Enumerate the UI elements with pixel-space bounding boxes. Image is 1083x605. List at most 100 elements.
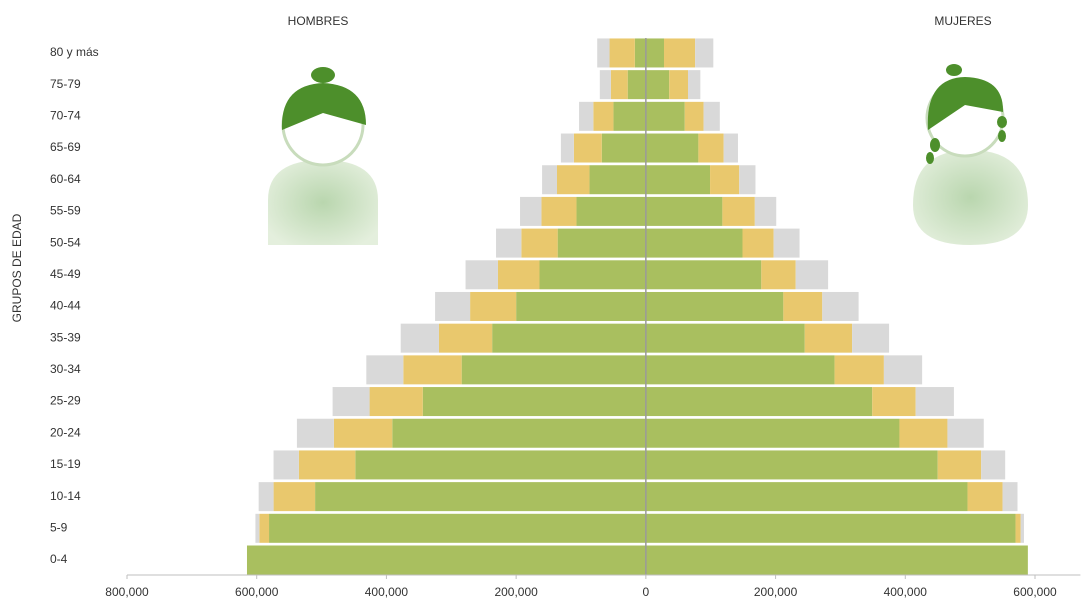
bar xyxy=(422,387,646,417)
bar xyxy=(557,165,590,195)
bar xyxy=(937,450,982,480)
bar xyxy=(872,387,916,417)
bar xyxy=(645,387,873,417)
bar xyxy=(599,70,611,100)
bar xyxy=(754,196,777,226)
bar xyxy=(645,196,723,226)
bar xyxy=(521,228,558,258)
woman-icon xyxy=(913,64,1028,245)
bar xyxy=(703,101,720,131)
bar xyxy=(1002,482,1018,512)
bar xyxy=(723,133,738,163)
bar xyxy=(645,228,743,258)
y-tick-label: 5-9 xyxy=(50,520,68,534)
y-tick-label: 50-54 xyxy=(50,235,81,249)
y-tick-label: 25-29 xyxy=(50,394,81,408)
bar xyxy=(496,228,522,258)
bar xyxy=(369,387,423,417)
bar xyxy=(601,133,646,163)
x-tick-label: 400,000 xyxy=(884,585,928,599)
bar xyxy=(773,228,800,258)
bar xyxy=(947,418,984,448)
bar xyxy=(520,196,542,226)
bar xyxy=(822,291,859,321)
x-tick-label: 600,000 xyxy=(235,585,279,599)
y-tick-label: 80 y más xyxy=(50,45,99,59)
bar xyxy=(613,101,646,131)
bar xyxy=(883,355,923,385)
x-tick-label: 0 xyxy=(643,585,650,599)
bar xyxy=(664,38,696,68)
y-tick-label: 45-49 xyxy=(50,267,81,281)
bar xyxy=(645,70,670,100)
bar xyxy=(400,323,439,353)
bar xyxy=(834,355,884,385)
bar xyxy=(722,196,755,226)
bar xyxy=(296,418,334,448)
bar xyxy=(669,70,689,100)
bar xyxy=(355,450,646,480)
bar xyxy=(645,165,711,195)
bar xyxy=(742,228,774,258)
bar xyxy=(645,482,968,512)
y-tick-label: 60-64 xyxy=(50,172,81,186)
bar xyxy=(899,418,948,448)
x-tick-label: 400,000 xyxy=(365,585,409,599)
bar xyxy=(597,38,610,68)
man-icon xyxy=(268,67,378,245)
y-tick-label: 65-69 xyxy=(50,140,81,154)
x-tick-label: 800,000 xyxy=(105,585,149,599)
y-tick-label: 10-14 xyxy=(50,489,81,503)
bar xyxy=(684,101,704,131)
bar xyxy=(645,133,699,163)
bar xyxy=(695,38,714,68)
bar xyxy=(645,418,900,448)
bar xyxy=(645,291,784,321)
bar xyxy=(539,260,646,290)
bar xyxy=(541,196,577,226)
bar xyxy=(1015,513,1021,543)
bar xyxy=(298,450,356,480)
bar xyxy=(981,450,1006,480)
bar xyxy=(645,355,835,385)
bar xyxy=(560,133,574,163)
y-tick-label: 75-79 xyxy=(50,77,81,91)
y-tick-label: 70-74 xyxy=(50,109,81,123)
bar xyxy=(645,260,762,290)
bar xyxy=(403,355,462,385)
y-tick-label: 0-4 xyxy=(50,552,68,566)
annotation: MUJERES xyxy=(934,14,991,28)
bar xyxy=(645,450,938,480)
bar xyxy=(795,260,829,290)
bar xyxy=(461,355,646,385)
bar xyxy=(557,228,646,258)
y-tick-label: 15-19 xyxy=(50,457,81,471)
y-axis-label: GRUPOS DE EDAD xyxy=(10,213,24,322)
bar xyxy=(610,70,628,100)
bar xyxy=(915,387,954,417)
bar xyxy=(804,323,853,353)
bar xyxy=(392,418,646,448)
bar xyxy=(761,260,796,290)
bar xyxy=(645,323,805,353)
bar xyxy=(366,355,404,385)
bar xyxy=(576,196,646,226)
bar xyxy=(593,101,614,131)
x-tick-label: 200,000 xyxy=(494,585,538,599)
bar xyxy=(645,38,665,68)
bar xyxy=(497,260,540,290)
bar xyxy=(589,165,646,195)
bar xyxy=(710,165,740,195)
bar xyxy=(1020,513,1024,543)
bar xyxy=(967,482,1003,512)
bar xyxy=(273,450,299,480)
bars xyxy=(246,38,1028,575)
bar xyxy=(852,323,890,353)
bar xyxy=(627,70,646,100)
bar xyxy=(783,291,823,321)
bar xyxy=(542,165,558,195)
bar xyxy=(492,323,646,353)
x-tick-label: 200,000 xyxy=(754,585,798,599)
bar xyxy=(438,323,493,353)
